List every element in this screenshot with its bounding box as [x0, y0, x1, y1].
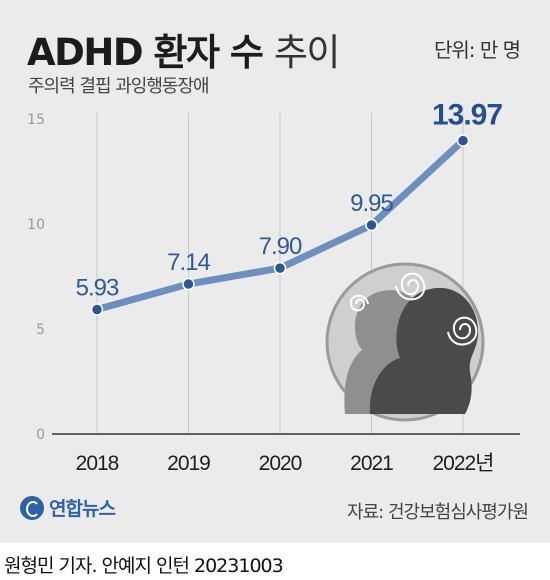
spiral-icon — [395, 272, 426, 301]
front-head-silhouette — [369, 287, 479, 414]
data-label: 13.97 — [432, 99, 502, 132]
x-tick-label: 2022년 — [432, 452, 493, 475]
subtitle: 주의력 결핍 과잉행동장애 — [28, 76, 210, 97]
source-note: 자료: 건강보험심사평가원 — [347, 502, 529, 523]
adhd-heads-illustration — [325, 262, 485, 422]
data-point — [456, 134, 470, 147]
page-title: ADHD 환자 수 추이 — [27, 22, 341, 76]
infographic-card: ADHD 환자 수 추이 주의력 결핍 과잉행동장애 단위: 만 명 0 5 10 1… — [0, 0, 550, 543]
spiral-icon — [447, 316, 478, 346]
data-label: 7.14 — [167, 249, 210, 276]
yonhap-logo: 연합뉴스 — [20, 494, 116, 521]
y-tick-label: 15 — [27, 112, 45, 128]
y-tick-label: 5 — [36, 322, 45, 338]
yonhap-logo-icon — [20, 495, 44, 520]
title-main: ADHD 환자 수 — [27, 31, 264, 74]
data-point — [182, 277, 195, 291]
y-tick-label: 10 — [27, 217, 45, 233]
data-point — [365, 218, 378, 232]
data-point — [90, 303, 104, 316]
x-tick-label: 2018 — [76, 452, 119, 475]
title-suffix: 추이 — [273, 31, 341, 74]
logo-text: 연합뉴스 — [49, 498, 116, 520]
data-label: 9.95 — [350, 190, 393, 217]
byline: 원형민 기자. 안예지 인턴 20231003 — [4, 555, 284, 577]
unit-label: 단위: 만 명 — [433, 38, 521, 62]
x-tick-label: 2019 — [167, 452, 210, 475]
y-tick-label: 0 — [36, 427, 45, 443]
data-label: 7.90 — [259, 233, 302, 260]
line-chart: 0 5 10 15 2018 2019 2020 2021 2022년 5.93 7.14 7.90 9… — [27, 99, 520, 475]
data-label: 5.93 — [76, 274, 119, 301]
x-tick-label: 2021 — [350, 452, 393, 475]
spiral-icon — [349, 294, 369, 312]
data-point — [273, 261, 287, 275]
x-tick-label: 2020 — [259, 452, 302, 475]
